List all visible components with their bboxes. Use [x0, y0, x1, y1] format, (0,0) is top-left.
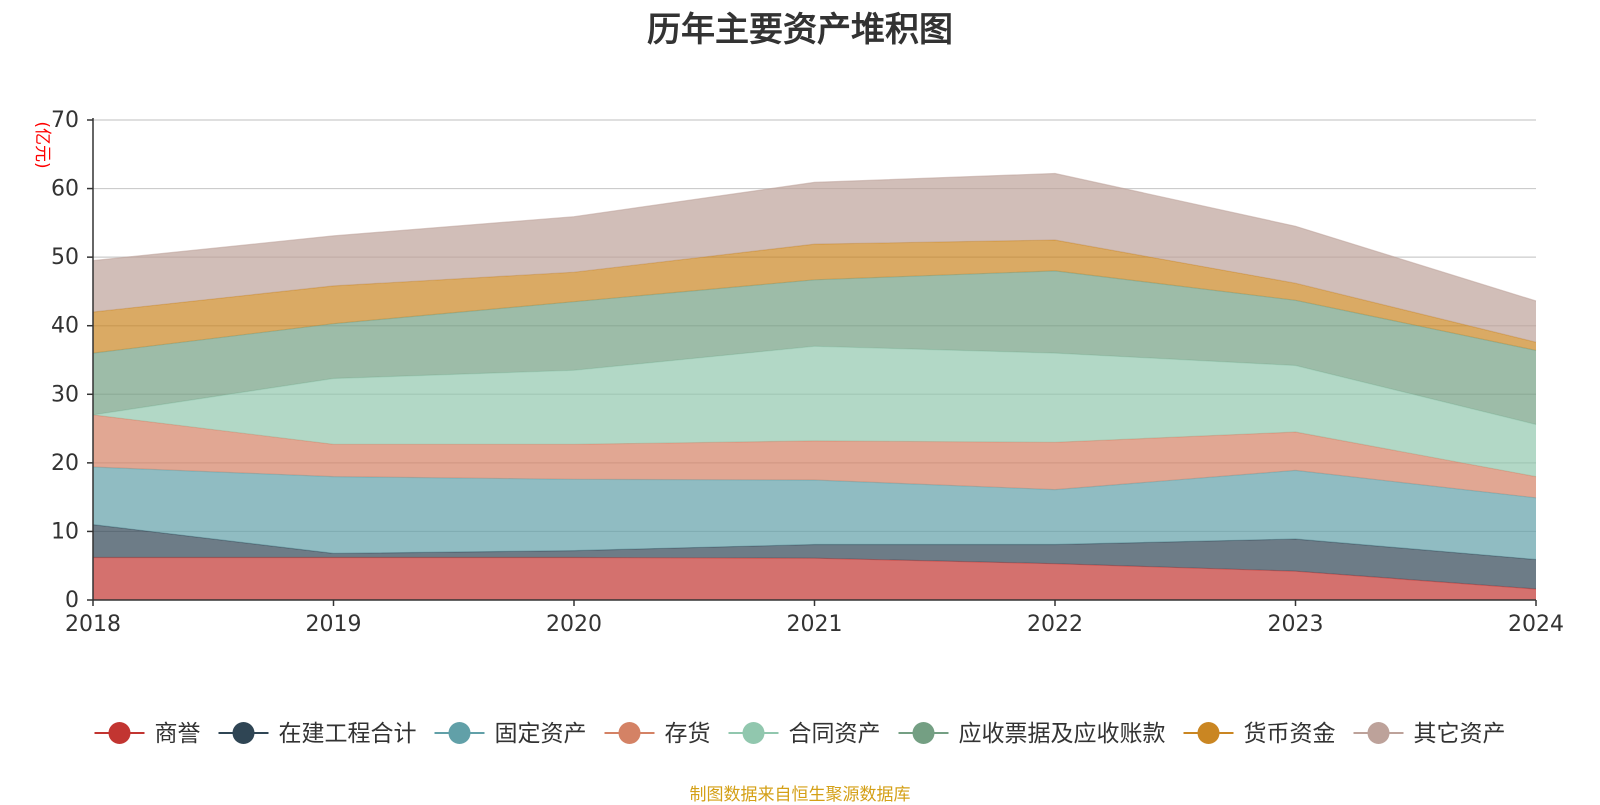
legend-item-应收票据及应收账款[interactable]: 应收票据及应收账款 — [898, 721, 1166, 747]
x-tick-label: 2018 — [65, 612, 121, 637]
legend-marker-icon — [912, 722, 935, 744]
legend-label: 固定资产 — [495, 721, 587, 747]
y-tick-label: 70 — [51, 108, 79, 133]
y-tick-label: 20 — [51, 451, 79, 476]
chart-title: 历年主要资产堆积图 — [647, 10, 953, 50]
y-tick-label: 0 — [65, 588, 79, 613]
x-tick-label: 2019 — [306, 612, 362, 637]
area-合同资产 — [93, 346, 1536, 477]
y-tick-label: 30 — [51, 382, 79, 407]
legend[interactable]: 商誉 在建工程合计 固定资产 存货 合同资产 应收票据及应收账款 货币资金 其它资产 — [94, 721, 1506, 747]
legend-item-合同资产[interactable]: 合同资产 — [728, 721, 881, 747]
area-存货 — [93, 414, 1536, 498]
legend-label: 存货 — [665, 721, 711, 747]
legend-label: 其它资产 — [1414, 721, 1506, 747]
area-其它资产 — [93, 173, 1536, 343]
legend-label: 在建工程合计 — [279, 721, 417, 747]
legend-item-固定资产[interactable]: 固定资产 — [434, 721, 587, 747]
legend-marker-icon — [108, 722, 131, 744]
x-tick-label: 2024 — [1508, 612, 1564, 637]
y-tick-label: 50 — [51, 245, 79, 270]
y-tick-label: 60 — [51, 177, 79, 202]
area-商誉 — [93, 557, 1536, 600]
legend-label: 合同资产 — [789, 721, 881, 747]
legend-marker-icon — [1197, 722, 1220, 744]
legend-marker-icon — [618, 722, 641, 744]
area-固定资产 — [93, 467, 1536, 560]
legend-item-商誉[interactable]: 商誉 — [94, 721, 201, 747]
legend-label: 商誉 — [155, 721, 201, 747]
legend-item-在建工程合计[interactable]: 在建工程合计 — [218, 721, 417, 747]
y-axis-unit-label: (亿元) — [32, 121, 52, 168]
axes: 0 10 20 30 40 50 60 70 2018 2019 2020 2021 2022 2023 2… — [32, 108, 1564, 637]
area-edge-其它资产 — [92, 172, 1537, 302]
legend-item-其它资产[interactable]: 其它资产 — [1353, 721, 1506, 747]
area-应收票据及应收账款 — [93, 270, 1536, 425]
legend-marker-icon — [742, 722, 765, 744]
legend-marker-icon — [232, 722, 255, 744]
legend-label: 应收票据及应收账款 — [959, 721, 1166, 747]
x-tick-label: 2021 — [787, 612, 843, 637]
x-tick-label: 2020 — [546, 612, 602, 637]
legend-item-货币资金[interactable]: 货币资金 — [1183, 721, 1336, 747]
y-tick-label: 40 — [51, 314, 79, 339]
legend-label: 货币资金 — [1244, 721, 1336, 747]
legend-marker-icon — [448, 722, 471, 744]
area-series — [92, 172, 1537, 600]
y-tick-label: 10 — [51, 519, 79, 544]
area-货币资金 — [93, 240, 1536, 354]
legend-item-存货[interactable]: 存货 — [604, 721, 711, 747]
data-source-note: 制图数据来自恒生聚源数据库 — [689, 785, 911, 805]
x-tick-label: 2022 — [1027, 612, 1083, 637]
area-在建工程合计 — [93, 524, 1536, 589]
legend-marker-icon — [1367, 722, 1390, 744]
x-tick-label: 2023 — [1268, 612, 1324, 637]
